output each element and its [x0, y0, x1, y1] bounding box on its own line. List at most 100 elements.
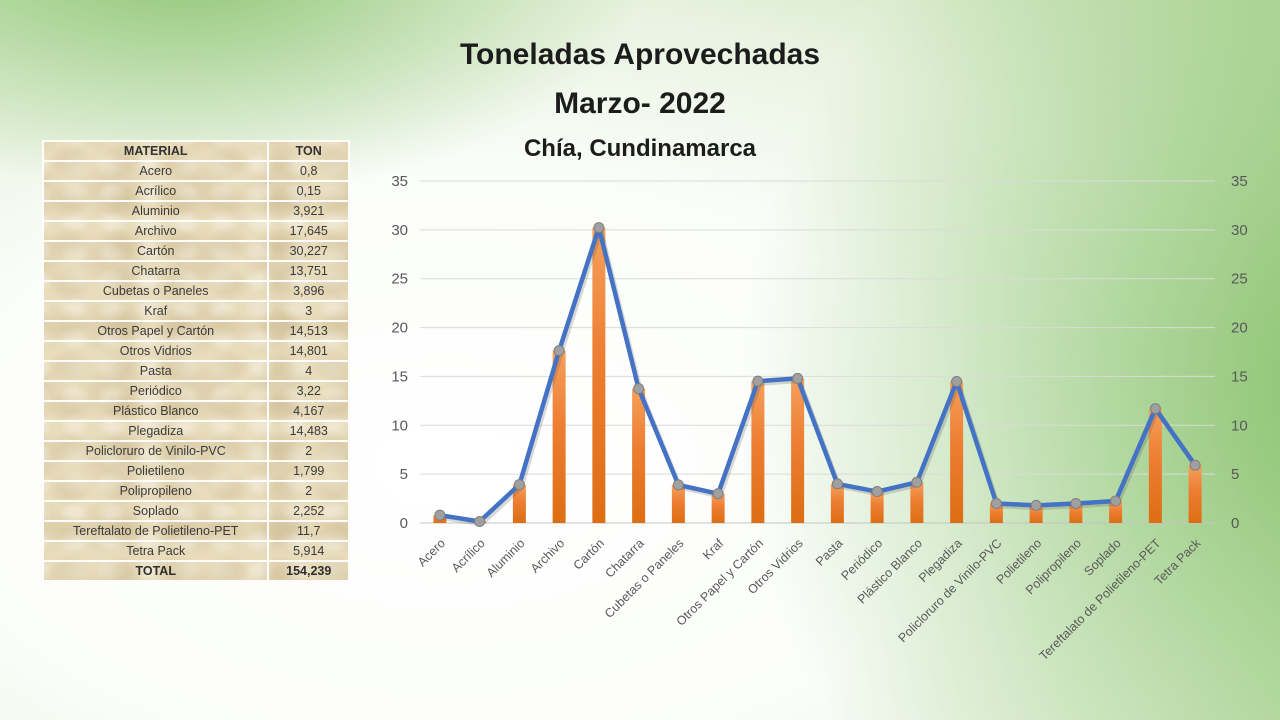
marker — [553, 345, 565, 357]
bar — [870, 491, 884, 523]
table-total-row: TOTAL 154,239 — [41, 560, 350, 582]
table-row: Pasta 4 — [41, 360, 350, 382]
table-row: Kraf 3 — [41, 300, 350, 322]
marker — [1110, 495, 1122, 507]
y-tick-label: 10 — [1231, 417, 1248, 434]
bar — [592, 227, 606, 523]
slide-title-line1: Toneladas Aprovechadas — [459, 38, 821, 71]
material-cell: Policloruro de Vinilo-PVC — [41, 440, 270, 462]
table-row: Cartón 30,227 — [41, 240, 350, 262]
material-cell: Acero — [41, 160, 270, 182]
ton-cell: 0,15 — [267, 180, 350, 202]
material-cell: Chatarra — [41, 260, 270, 282]
table-row: Periódico 3,22 — [41, 380, 350, 402]
y-tick-label: 25 — [391, 271, 408, 288]
table-row: Plástico Blanco 4,167 — [41, 400, 350, 422]
bar — [950, 381, 964, 523]
x-tick-label: Pasta — [813, 536, 846, 569]
marker — [911, 476, 923, 488]
bar — [671, 484, 685, 523]
materials-table-head: MATERIAL TON — [41, 140, 350, 162]
marker — [513, 479, 525, 491]
bar — [552, 350, 566, 523]
ton-cell: 2 — [267, 440, 350, 462]
ton-cell: 11,7 — [267, 520, 350, 542]
marker — [434, 509, 446, 521]
table-header-row: MATERIAL TON — [41, 140, 350, 162]
table-row: Archivo 17,645 — [41, 220, 350, 242]
x-tick-label: Acero — [415, 536, 448, 569]
y-tick-label: 20 — [391, 320, 408, 337]
ton-cell: 14,513 — [267, 320, 350, 342]
bar — [1109, 500, 1123, 523]
ton-cell: 14,483 — [267, 420, 350, 442]
material-cell: Plegadiza — [41, 420, 270, 442]
bar — [910, 482, 924, 523]
ton-cell: 13,751 — [267, 260, 350, 282]
materials-table: MATERIAL TON Acero 0,8 Acrílico 0,15 Alumini… — [41, 140, 350, 582]
table-row: Polipropileno 2 — [41, 480, 350, 502]
marker — [871, 486, 883, 498]
ton-cell: 2 — [267, 480, 350, 502]
bar — [512, 484, 526, 523]
ton-cell: 4 — [267, 360, 350, 382]
y-tick-label: 30 — [1231, 222, 1248, 239]
material-cell: Periódico — [41, 380, 270, 402]
ton-cell: 3,22 — [267, 380, 350, 402]
y-tick-label: 15 — [1231, 368, 1248, 385]
marker — [633, 383, 645, 395]
bar — [989, 503, 1003, 523]
y-tick-label: 20 — [1231, 320, 1248, 337]
bar — [711, 493, 725, 523]
gridlines — [420, 180, 1215, 524]
x-tick-label: Cartón — [571, 536, 607, 572]
x-tick-label: Cubetas o Paneles — [602, 536, 687, 621]
y-tick-label: 35 — [1231, 173, 1248, 190]
ton-header: TON — [267, 140, 350, 162]
material-cell: Plástico Blanco — [41, 400, 270, 422]
table-row: Acrílico 0,15 — [41, 180, 350, 202]
ton-cell: 17,645 — [267, 220, 350, 242]
bar — [751, 381, 765, 523]
ton-cell: 3,921 — [267, 200, 350, 222]
material-cell: Soplado — [41, 500, 270, 522]
y-tick-label: 30 — [391, 222, 408, 239]
x-tick-label: Aluminio — [484, 536, 528, 580]
markers — [434, 222, 1201, 528]
table-row: Plegadiza 14,483 — [41, 420, 350, 442]
ton-cell: 0,8 — [267, 160, 350, 182]
material-cell: Kraf — [41, 300, 270, 322]
x-tick-label: Archivo — [528, 536, 567, 575]
combo-chart: 0 5 10 15 20 25 30 35 0 5 10 15 20 25 30 35 Acero Acrílic… — [391, 173, 1248, 663]
ton-cell: 4,167 — [267, 400, 350, 422]
y-tick-label: 10 — [391, 417, 408, 434]
line-series — [437, 225, 1198, 524]
table-row: Otros Vidrios 14,801 — [41, 340, 350, 362]
marker — [1070, 497, 1082, 509]
material-cell: Cubetas o Paneles — [41, 280, 270, 302]
bar — [1148, 408, 1162, 523]
table-row: Acero 0,8 — [41, 160, 350, 182]
table-row: Chatarra 13,751 — [41, 260, 350, 282]
material-cell: Pasta — [41, 360, 270, 382]
y-axis-labels-right: 0 5 10 15 20 25 30 35 — [1231, 173, 1248, 532]
marker — [474, 516, 486, 528]
y-tick-label: 15 — [391, 368, 408, 385]
y-axis-labels-left: 0 5 10 15 20 25 30 35 — [391, 173, 408, 532]
material-header: MATERIAL — [41, 140, 270, 162]
slide-title-line2: Marzo- 2022 — [554, 87, 726, 120]
material-cell: Acrílico — [41, 180, 270, 202]
bar-series — [433, 227, 1202, 523]
slide-title-block: Toneladas Aprovechadas Marzo- 2022 Chía,… — [0, 30, 1280, 164]
y-tick-label: 5 — [400, 466, 408, 483]
table-row: Soplado 2,252 — [41, 500, 350, 522]
bar — [1188, 465, 1202, 523]
marker — [792, 372, 804, 384]
material-cell: Tetra Pack — [41, 540, 270, 562]
table-row: Polietileno 1,799 — [41, 460, 350, 482]
material-cell: Aluminio — [41, 200, 270, 222]
marker — [1189, 459, 1201, 471]
marker — [1030, 499, 1042, 511]
marker — [951, 375, 963, 387]
